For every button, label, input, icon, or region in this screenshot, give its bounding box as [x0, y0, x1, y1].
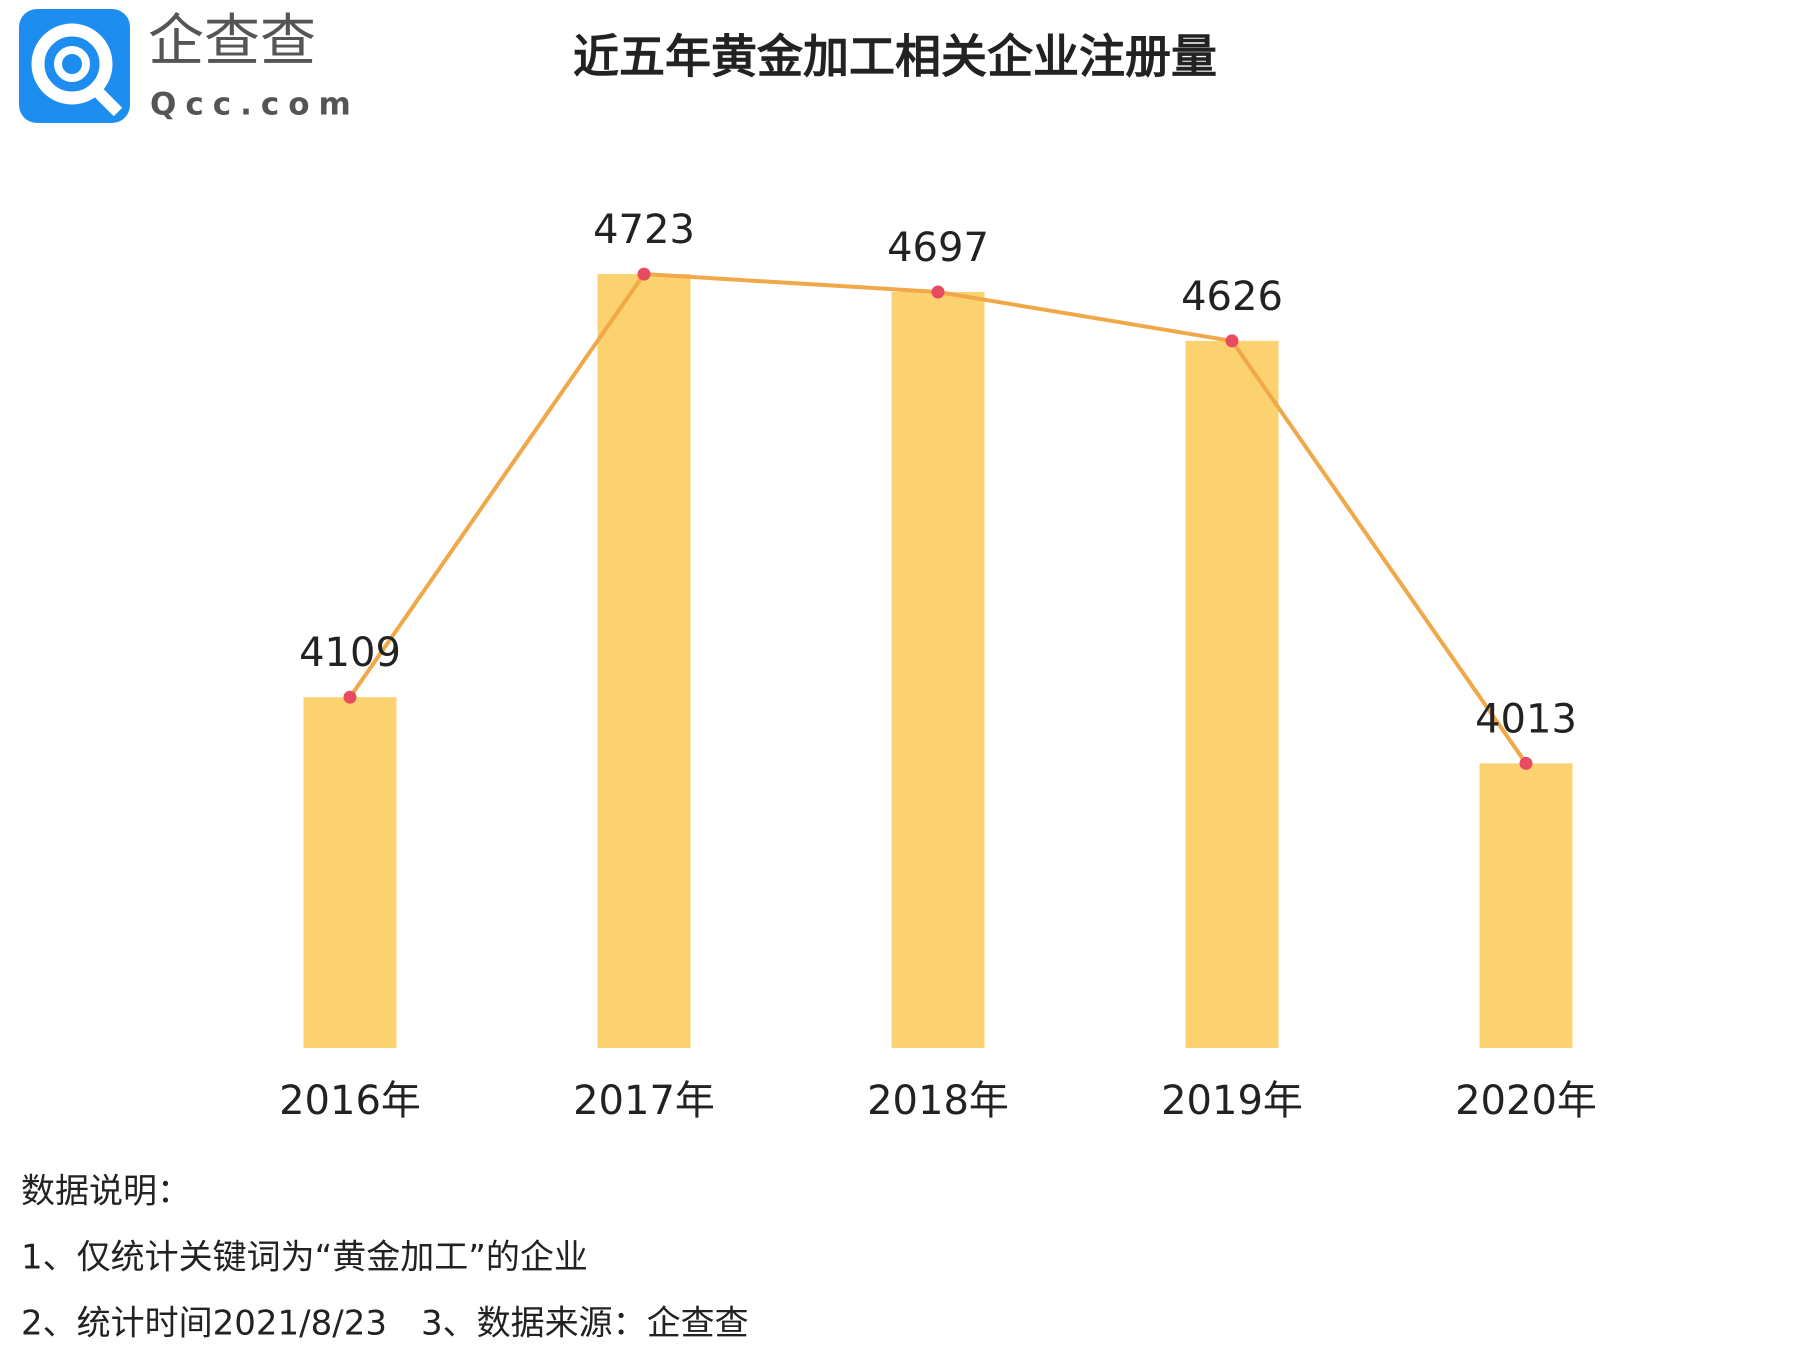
- point: [1519, 756, 1533, 770]
- x-tick-label: 2020年: [1455, 1078, 1597, 1124]
- note: 1、仅统计关键词为“黄金加工”的企业: [21, 1238, 588, 1278]
- data-label: 4626: [1181, 274, 1283, 320]
- bar: [1479, 763, 1573, 1048]
- point: [1225, 334, 1239, 348]
- bar: [597, 274, 691, 1049]
- bar: [1185, 340, 1279, 1048]
- x-tick-label: 2018年: [867, 1078, 1009, 1124]
- logo-icon-handle: [89, 83, 123, 117]
- bar: [891, 291, 985, 1049]
- x-tick-label: 2017年: [573, 1078, 715, 1124]
- data-label: 4697: [887, 225, 989, 271]
- chart-title: 近五年黄金加工相关企业注册量: [573, 30, 1217, 84]
- bar: [303, 697, 397, 1048]
- point: [343, 690, 357, 704]
- logo-icon-inner: [54, 46, 90, 82]
- data-label: 4013: [1475, 696, 1577, 742]
- point: [637, 267, 651, 281]
- logo-icon-ring: [31, 23, 113, 105]
- x-tick-label: 2016年: [279, 1078, 421, 1124]
- logo-domain: Qcc.com: [150, 87, 360, 123]
- note: 2、统计时间2021/8/23 3、数据来源：企查查: [21, 1304, 749, 1344]
- logo-name: 企查查: [148, 9, 316, 74]
- logo: 企查查 Qcc.com: [19, 9, 360, 123]
- point: [931, 285, 945, 299]
- note: 数据说明：: [21, 1172, 191, 1212]
- x-tick-label: 2019年: [1161, 1078, 1303, 1124]
- data-label: 4109: [299, 630, 401, 676]
- data-label: 4723: [593, 207, 695, 253]
